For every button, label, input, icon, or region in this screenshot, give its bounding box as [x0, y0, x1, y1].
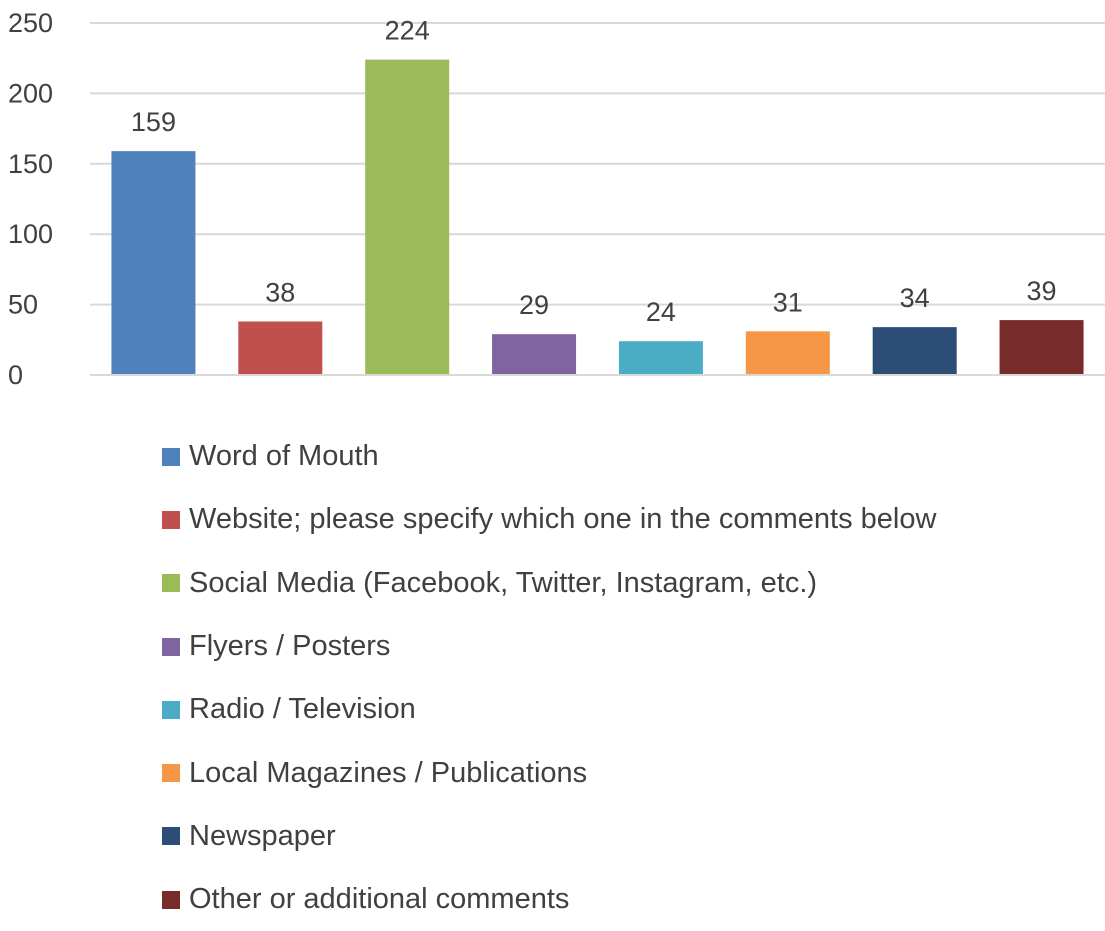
bar [492, 334, 577, 375]
bar [111, 151, 196, 375]
legend-label: Word of Mouth [189, 440, 379, 473]
legend-swatch [162, 764, 180, 783]
y-axis-tick-labels: 0 50 100 150 200 250 [8, 8, 53, 390]
data-label: 29 [519, 290, 549, 320]
bar [618, 341, 703, 375]
y-tick-label: 0 [8, 360, 23, 390]
legend-swatch [162, 510, 180, 529]
data-label: 38 [265, 277, 295, 307]
bar-chart: 0 50 100 150 200 250 159 38 224 29 24 31 34 39 [8, 8, 1105, 390]
legend-item: Newspaper [162, 805, 936, 868]
y-tick-label: 50 [8, 290, 38, 320]
y-tick-label: 100 [8, 219, 53, 249]
y-tick-label: 150 [8, 149, 53, 179]
legend-label: Other or additional comments [189, 883, 570, 916]
legend-item: Flyers / Posters [162, 615, 936, 678]
legend-item: Word of Mouth [162, 425, 936, 488]
y-tick-label: 200 [8, 78, 53, 108]
chart: 0 50 100 150 200 250 159 38 224 29 24 31 34 39 Word … [8, 8, 1105, 915]
bar [872, 327, 957, 375]
bar [365, 59, 450, 375]
legend-item: Radio / Television [162, 678, 936, 741]
data-label: 24 [646, 297, 676, 327]
legend-item: Other or additional comments [162, 868, 936, 931]
legend-label: Local Magazines / Publications [189, 756, 588, 789]
bar [745, 331, 830, 375]
legend-item: Local Magazines / Publications [162, 741, 936, 804]
legend-label: Social Media (Facebook, Twitter, Instagr… [189, 566, 818, 599]
bar [999, 320, 1084, 375]
legend-label: Radio / Television [189, 693, 416, 726]
bar [238, 321, 323, 375]
legend-label: Newspaper [189, 819, 336, 852]
legend-swatch [162, 700, 180, 719]
legend-item: Website; please specify which one in the… [162, 488, 936, 551]
legend: Word of Mouth Website; please specify whi… [162, 425, 936, 931]
y-tick-label: 250 [8, 8, 53, 38]
legend-label: Flyers / Posters [189, 630, 391, 663]
data-label: 224 [385, 16, 430, 46]
legend-swatch [162, 637, 180, 656]
bars [111, 59, 1084, 375]
legend-swatch [162, 890, 180, 909]
legend-item: Social Media (Facebook, Twitter, Instagr… [162, 552, 936, 615]
data-label: 39 [1027, 276, 1057, 306]
legend-swatch [162, 574, 180, 593]
legend-label: Website; please specify which one in the… [189, 503, 937, 536]
gridlines [90, 22, 1105, 306]
data-label: 159 [131, 107, 176, 137]
data-label: 34 [900, 283, 930, 313]
legend-swatch [162, 447, 180, 466]
data-label: 31 [773, 287, 803, 317]
legend-swatch [162, 827, 180, 846]
data-labels: 159 38 224 29 24 31 34 39 [131, 16, 1057, 328]
